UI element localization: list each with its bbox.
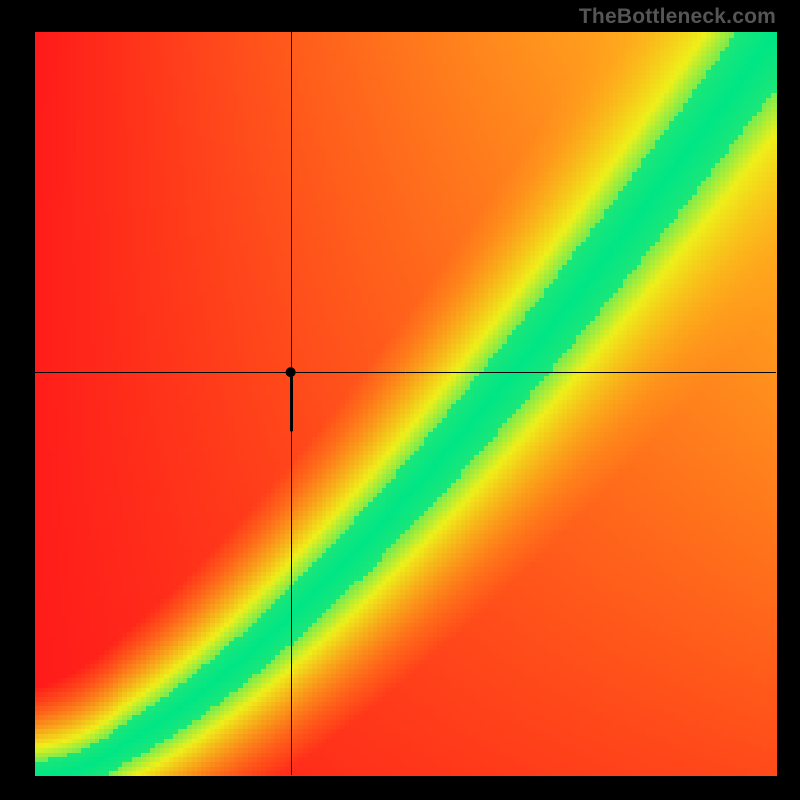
bottleneck-heatmap-canvas [0,0,800,800]
chart-container: TheBottleneck.com [0,0,800,800]
watermark-text: TheBottleneck.com [579,5,776,29]
